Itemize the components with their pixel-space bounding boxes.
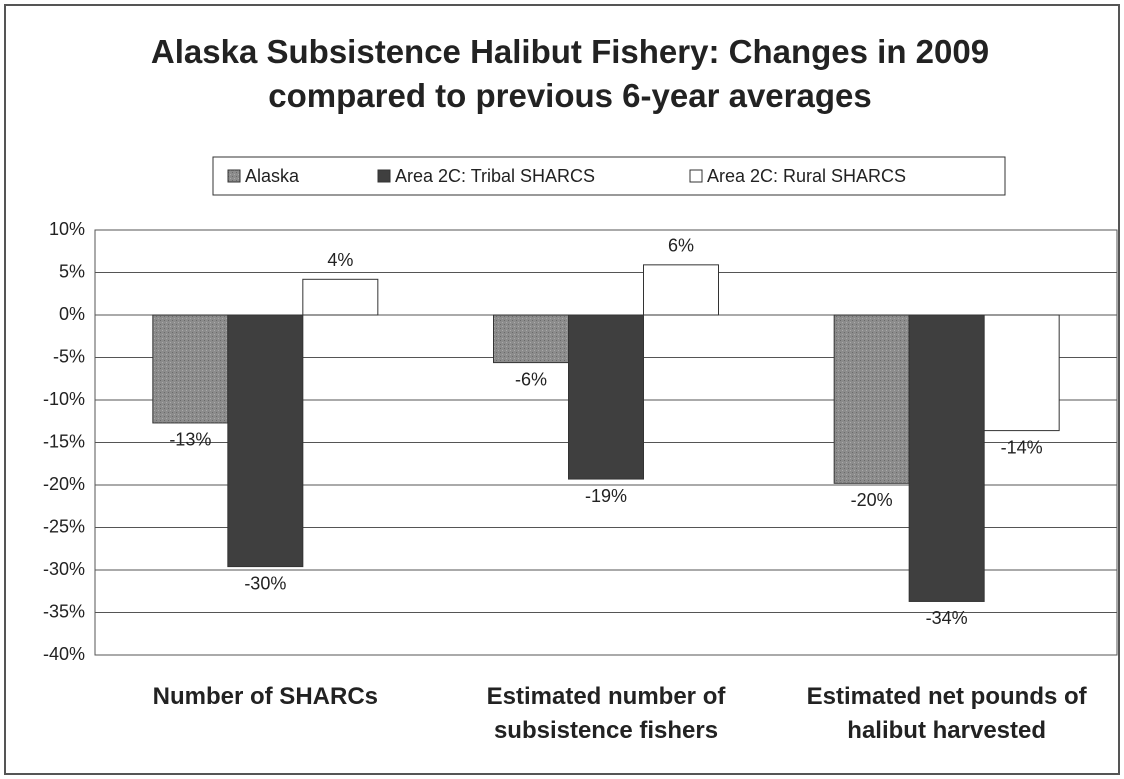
- bar: [643, 264, 719, 316]
- data-label: -19%: [585, 486, 627, 506]
- data-label: 4%: [327, 250, 353, 270]
- data-label: -14%: [1001, 437, 1043, 457]
- bar: [568, 314, 644, 480]
- legend-label: Area 2C: Tribal SHARCS: [395, 166, 595, 186]
- y-tick-label: -10%: [43, 389, 85, 409]
- x-tick-label: Estimated number of subsistence fishers: [486, 683, 726, 744]
- bar: [227, 314, 304, 568]
- frame: [4, 4, 1120, 775]
- y-tick-label: -20%: [43, 474, 85, 494]
- legend-swatch: [227, 169, 241, 183]
- y-tick-label: -40%: [43, 644, 85, 664]
- data-label: -30%: [244, 573, 286, 593]
- data-label: 6%: [668, 236, 694, 256]
- bar: [983, 314, 1060, 432]
- x-tick-label: Estimated net pounds of halibut harveste…: [806, 683, 1087, 744]
- legend-label: Area 2C: Rural SHARCS: [707, 166, 906, 186]
- y-tick-label: 10%: [49, 219, 85, 239]
- data-label: -20%: [851, 490, 893, 510]
- y-tick-label: -25%: [43, 516, 85, 536]
- legend-swatch: [689, 169, 703, 183]
- x-tick-label: Number of SHARCs: [152, 683, 378, 710]
- legend-swatch: [377, 169, 391, 183]
- bar: [908, 314, 985, 602]
- data-label: -34%: [926, 608, 968, 628]
- y-tick-label: -30%: [43, 559, 85, 579]
- legend-box: [212, 156, 1006, 196]
- y-tick-label: -5%: [53, 346, 85, 366]
- bar: [302, 278, 379, 316]
- data-label: -13%: [169, 430, 211, 450]
- y-tick-label: 5%: [59, 261, 85, 281]
- bar: [833, 314, 910, 484]
- y-tick-label: 0%: [59, 304, 85, 324]
- legend-label: Alaska: [245, 166, 300, 186]
- bar: [493, 314, 569, 364]
- y-tick-label: -15%: [43, 431, 85, 451]
- y-tick-label: -35%: [43, 601, 85, 621]
- data-label: -6%: [515, 369, 547, 389]
- chart-title: Alaska Subsistence Halibut Fishery: Chan…: [150, 33, 990, 114]
- bar: [152, 314, 229, 424]
